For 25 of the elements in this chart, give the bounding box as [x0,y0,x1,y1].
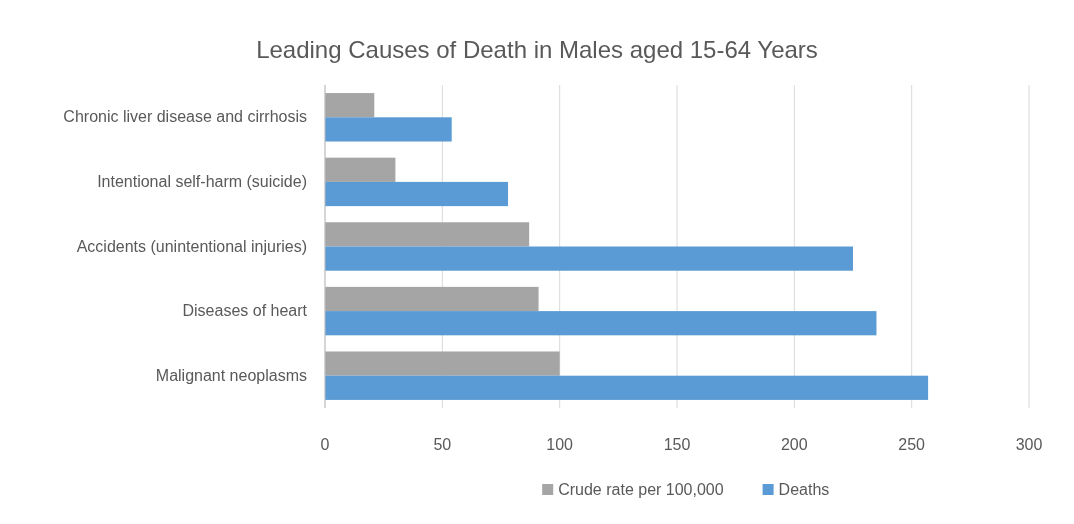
bar [325,311,877,336]
bar [325,117,452,142]
y-tick-label: Malignant neoplasms [155,366,307,384]
chart-title: Leading Causes of Death in Males aged 15-64 Years [256,36,818,63]
bar [325,375,929,400]
y-tick-label: Chronic liver disease and cirrhosis [63,108,307,126]
x-tick-label: 50 [433,436,452,453]
bar [325,157,396,182]
legend-label: Crude rate per 100,000 [558,481,724,498]
legend-label: Deaths [778,481,830,498]
y-tick-label: Accidents (unintentional injuries) [76,237,307,255]
y-tick-label: Intentional self-harm (suicide) [97,172,307,190]
bar [325,351,560,376]
x-tick-label: 100 [546,436,574,453]
bar [325,181,509,207]
y-tick-label: Diseases of heart [182,302,308,320]
bar [325,93,375,118]
bar [325,246,853,271]
bar [325,222,530,247]
x-tick-label: 250 [898,436,926,453]
x-tick-label: 0 [320,436,330,453]
x-tick-label: 150 [663,436,691,453]
bar [325,286,539,312]
x-tick-label: 200 [780,436,808,453]
x-tick-label: 300 [1015,436,1043,453]
